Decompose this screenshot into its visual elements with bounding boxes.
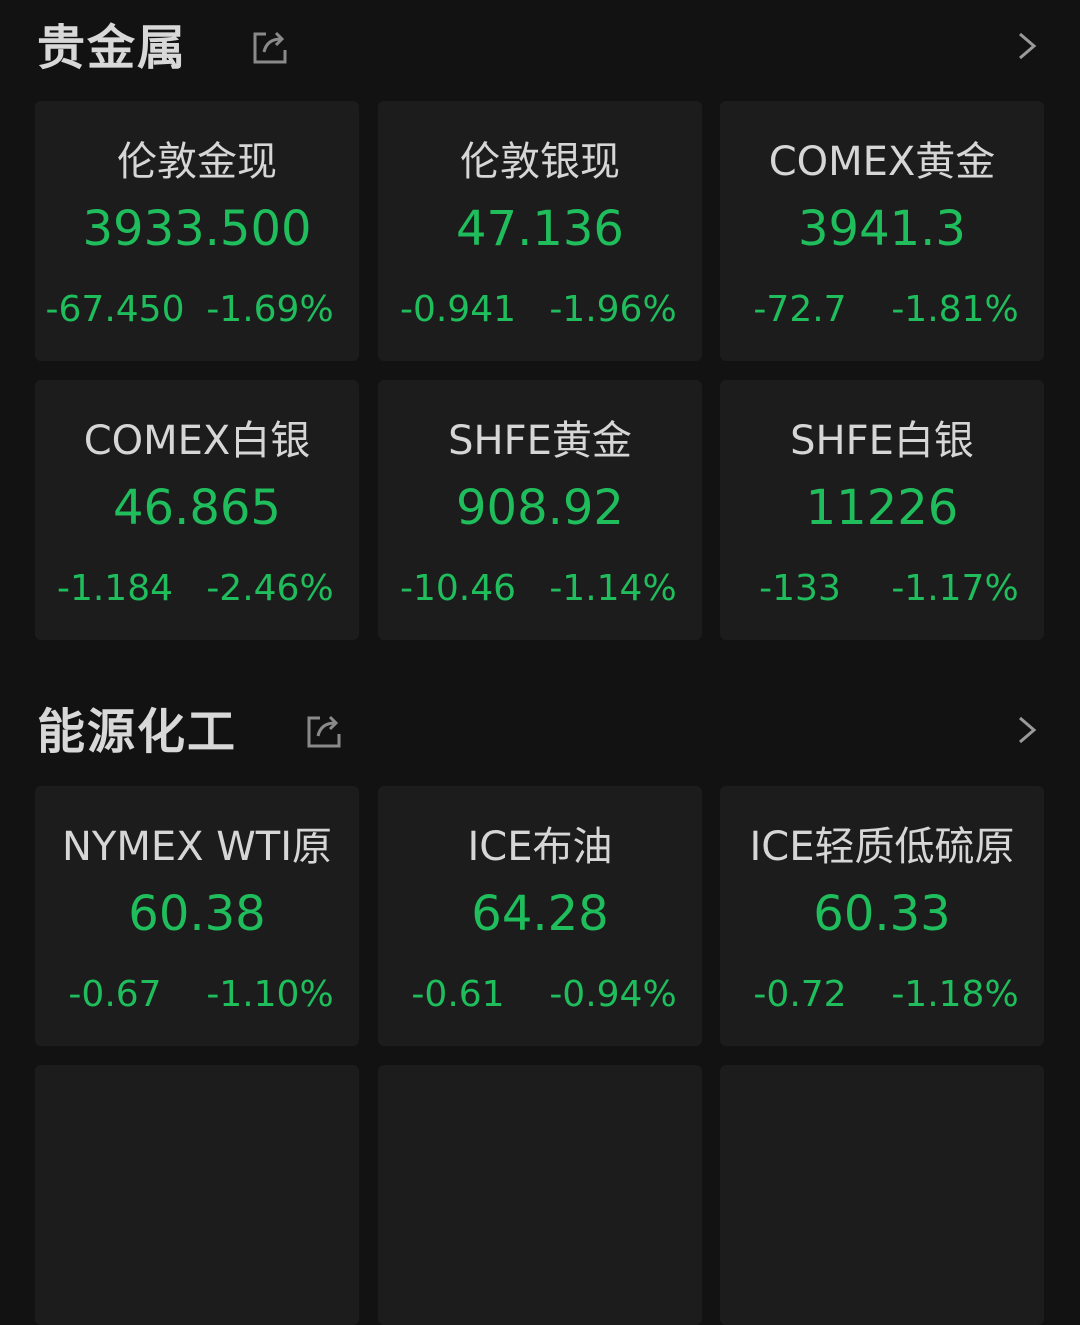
percent-change: -1.17% [891,568,1019,609]
price-change: -0.72 [753,974,847,1015]
section-title: 贵金属 [37,20,188,76]
share-icon[interactable] [306,712,342,748]
quote-card[interactable] [35,1065,359,1325]
percent-change: -1.18% [891,974,1019,1015]
section-header: 贵金属 [0,8,1080,88]
price-change: -133 [759,568,841,609]
last-price: 47.136 [456,201,624,257]
price-change: -72.7 [753,289,847,330]
percent-change: -1.69% [206,289,334,330]
percent-change: -0.94% [549,974,677,1015]
last-price: 908.92 [456,480,624,536]
percent-change: -1.81% [891,289,1019,330]
quote-card[interactable] [720,1065,1044,1325]
last-price: 46.865 [113,480,281,536]
quote-card[interactable]: COMEX白银 46.865 -1.184 -2.46% [35,380,359,640]
instrument-name: COMEX黄金 [768,139,996,185]
price-change: -0.941 [399,289,517,330]
percent-change: -2.46% [206,568,334,609]
last-price: 60.33 [813,886,951,942]
share-icon[interactable] [252,28,288,64]
quote-card[interactable]: ICE轻质低硫原 60.33 -0.72 -1.18% [720,786,1044,1046]
quote-card[interactable]: NYMEX WTI原 60.38 -0.67 -1.10% [35,786,359,1046]
quote-card[interactable]: SHFE白银 11226 -133 -1.17% [720,380,1044,640]
instrument-name: 伦敦银现 [460,139,620,185]
section-header: 能源化工 [0,692,1080,772]
instrument-name: ICE轻质低硫原 [749,824,1015,870]
instrument-name: COMEX白银 [83,418,311,464]
percent-change: -1.14% [549,568,677,609]
quote-card[interactable]: COMEX黄金 3941.3 -72.7 -1.81% [720,101,1044,361]
last-price: 3941.3 [798,201,966,257]
last-price: 11226 [805,480,959,536]
section-title: 能源化工 [37,704,238,760]
chevron-right-icon[interactable] [1014,710,1044,750]
last-price: 64.28 [471,886,609,942]
instrument-name: 伦敦金现 [117,139,277,185]
quote-card[interactable]: ICE布油 64.28 -0.61 -0.94% [378,786,702,1046]
instrument-name: NYMEX WTI原 [61,824,333,870]
instrument-name: SHFE白银 [790,418,974,464]
last-price: 3933.500 [82,201,312,257]
instrument-name: ICE布油 [467,824,613,870]
last-price: 60.38 [128,886,266,942]
quote-card[interactable]: SHFE黄金 908.92 -10.46 -1.14% [378,380,702,640]
price-change: -0.67 [68,974,162,1015]
percent-change: -1.96% [549,289,677,330]
quote-card[interactable]: 伦敦银现 47.136 -0.941 -1.96% [378,101,702,361]
quote-card[interactable] [378,1065,702,1325]
price-change: -0.61 [411,974,505,1015]
chevron-right-icon[interactable] [1014,26,1044,66]
instrument-name: SHFE黄金 [448,418,632,464]
price-change: -10.46 [399,568,517,609]
price-change: -1.184 [56,568,174,609]
quote-card[interactable]: 伦敦金现 3933.500 -67.450 -1.69% [35,101,359,361]
percent-change: -1.10% [206,974,334,1015]
price-change: -67.450 [45,289,185,330]
